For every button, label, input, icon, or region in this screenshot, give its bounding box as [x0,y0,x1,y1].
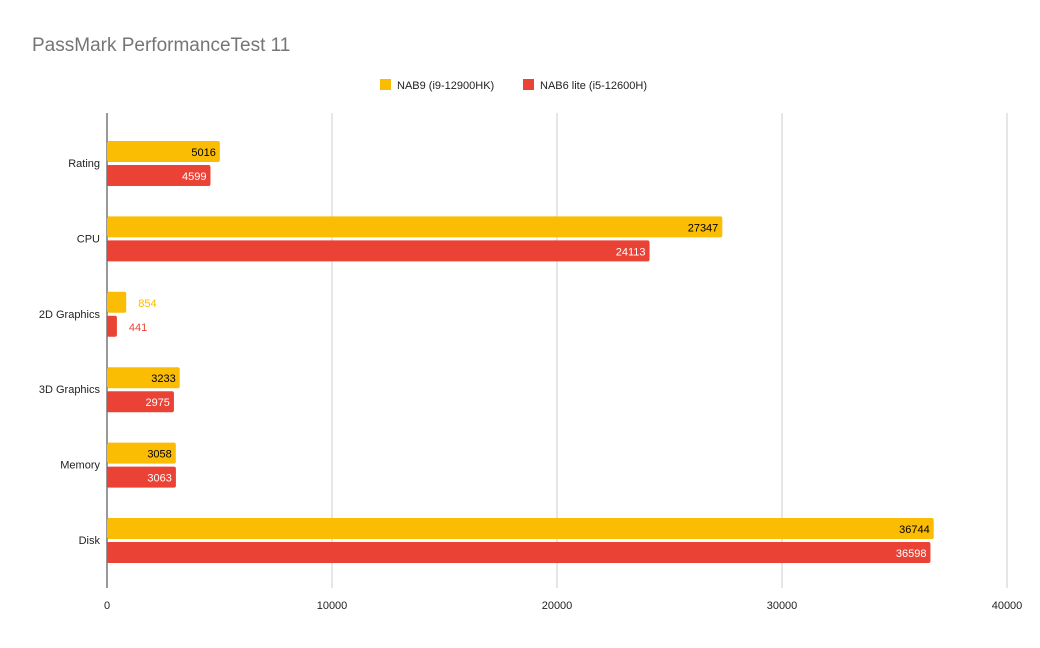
bar [107,240,650,262]
data-label: 27347 [688,222,719,234]
legend-label: NAB6 lite (i5-12600H) [540,80,647,92]
x-tick-label: 40000 [992,600,1023,612]
bar [107,391,174,413]
category-label: 2D Graphics [39,309,101,321]
legend: NAB9 (i9-12900HK) NAB6 lite (i5-12600H) [380,79,647,92]
bar [107,466,176,488]
bar [107,367,180,389]
category-label: Memory [60,460,100,472]
bar [107,315,117,337]
data-label: 4599 [182,171,206,183]
data-label: 36598 [896,548,927,560]
bar [107,542,931,563]
category-label: CPU [77,233,100,245]
data-label: 24113 [616,246,646,258]
x-tick-label: 0 [104,600,110,612]
bar [107,141,220,162]
x-tick-label: 20000 [542,600,573,612]
category-label: Rating [68,158,100,170]
data-label: 854 [138,298,156,310]
bar [107,291,127,313]
bar [107,442,176,464]
data-label: 3058 [147,449,171,461]
bar [107,518,934,539]
bar [107,165,211,186]
data-label: 2975 [145,397,169,409]
chart-title: PassMark PerformanceTest 11 [32,35,290,56]
data-label: 5016 [191,147,215,159]
data-label: 441 [129,322,147,334]
category-label: Disk [79,535,101,547]
category-label: 3D Graphics [39,384,101,396]
x-tick-label: 10000 [317,600,348,612]
data-label: 3063 [147,473,171,485]
legend-label: NAB9 (i9-12900HK) [397,80,494,92]
legend-swatch [380,79,391,90]
data-label: 36744 [899,524,930,536]
legend-swatch [523,79,534,90]
bar [107,216,723,238]
data-label: 3233 [151,373,175,385]
x-tick-label: 30000 [767,600,798,612]
